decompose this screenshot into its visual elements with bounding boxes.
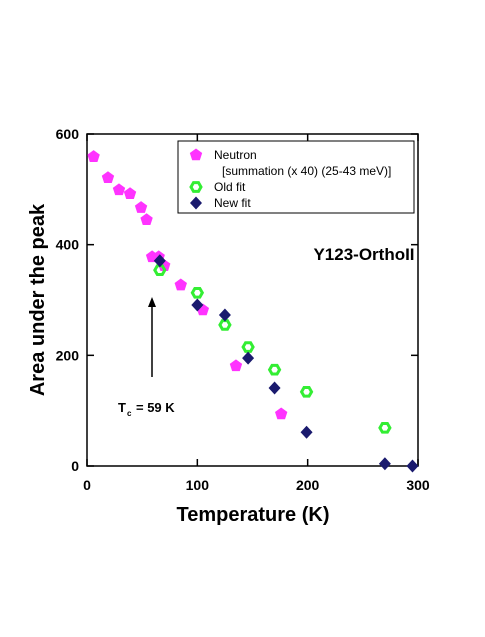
hexagon-marker: [189, 181, 203, 193]
x-tick-label: 300: [406, 477, 430, 493]
y-tick-label: 600: [56, 126, 80, 142]
tc-symbol: T: [118, 400, 126, 415]
x-tick-label: 0: [83, 477, 91, 493]
diamond-marker: [218, 308, 231, 322]
diamond-marker: [242, 351, 255, 365]
diamond-marker: [191, 298, 204, 312]
legend-label: New fit: [214, 196, 251, 210]
hexagon-marker: [378, 421, 392, 434]
diamond-marker: [300, 425, 313, 439]
diamond-marker: [378, 457, 391, 471]
hexagon-marker: [267, 363, 282, 376]
hexagon-marker: [218, 319, 232, 331]
legend-box: [177, 140, 415, 214]
legend-label: Neutron: [214, 148, 257, 162]
x-tick-label: 100: [186, 477, 210, 493]
legend-description: [summation (x 40) (25-43 meV)]: [222, 164, 391, 178]
pentagon-marker: [229, 359, 243, 372]
pentagon-marker: [101, 171, 115, 183]
pentagon-marker: [275, 407, 288, 420]
hexagon-marker: [153, 264, 167, 276]
pentagon-marker: [112, 183, 126, 196]
arrow-head: [148, 297, 156, 307]
hexagon-marker: [241, 341, 255, 353]
pentagon-marker: [174, 278, 187, 291]
diamond-marker: [153, 254, 166, 268]
y-axis-label: Area under the peak: [27, 203, 49, 396]
tc-value: = 59 K: [136, 400, 175, 415]
hexagon-marker: [190, 286, 205, 299]
plot-frame: [86, 133, 419, 467]
diamond-marker: [190, 196, 202, 210]
tc-subscript: c: [127, 409, 132, 418]
pentagon-marker: [123, 187, 137, 200]
pentagon-marker: [134, 201, 148, 213]
pentagon-marker: [189, 148, 203, 161]
sample-label: Y123-OrthoII: [313, 245, 414, 264]
legend-label: Old fit: [214, 180, 246, 194]
pentagon-marker: [140, 213, 153, 226]
hexagon-marker: [299, 386, 314, 398]
y-tick-label: 400: [56, 237, 80, 253]
diamond-marker: [406, 459, 419, 473]
y-tick-label: 0: [71, 458, 79, 474]
x-axis-label: Temperature (K): [177, 504, 330, 526]
y-tick-label: 200: [56, 347, 80, 363]
diamond-marker: [268, 381, 281, 395]
x-tick-label: 200: [296, 477, 320, 493]
pentagon-marker: [87, 150, 100, 162]
